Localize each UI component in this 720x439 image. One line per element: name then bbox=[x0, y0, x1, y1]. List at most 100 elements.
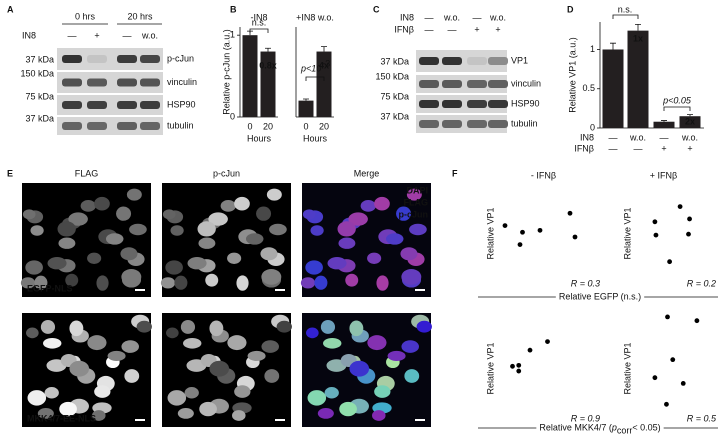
error-bar bbox=[265, 47, 271, 52]
nucleus bbox=[105, 233, 124, 245]
nucleus bbox=[69, 320, 84, 337]
protein-label: vinculin bbox=[511, 78, 541, 88]
nucleus bbox=[406, 188, 422, 201]
lane-label: — bbox=[123, 30, 132, 40]
nucleus bbox=[87, 335, 107, 351]
bracket bbox=[612, 14, 639, 19]
x-tick-label: — bbox=[609, 132, 618, 142]
blot-band bbox=[62, 122, 82, 130]
label-bg bbox=[536, 422, 664, 434]
blot-band bbox=[442, 80, 462, 88]
nucleus bbox=[121, 340, 139, 353]
blot-band bbox=[467, 100, 487, 108]
nucleus bbox=[126, 188, 142, 201]
point bbox=[510, 363, 515, 369]
nucleus bbox=[205, 273, 219, 287]
micrograph bbox=[22, 313, 152, 427]
blot-band bbox=[62, 55, 82, 63]
nucleus bbox=[320, 320, 336, 334]
blot-band bbox=[117, 101, 137, 109]
blot-strip bbox=[57, 72, 163, 93]
point bbox=[687, 216, 692, 222]
mw-label: 75 kDa bbox=[380, 91, 409, 101]
nucleus bbox=[94, 385, 111, 398]
micrograph bbox=[162, 313, 292, 427]
protein-label: HSP90 bbox=[167, 99, 196, 109]
blot-band bbox=[87, 122, 107, 130]
mw-label: 37 kDa bbox=[380, 56, 409, 66]
x-tick-label: w.o. bbox=[681, 132, 698, 142]
annotation: n.s. bbox=[618, 4, 633, 14]
error-bar bbox=[610, 42, 616, 50]
nucleus bbox=[69, 360, 90, 377]
nucleus bbox=[107, 350, 126, 362]
annotation-sup: -3 bbox=[322, 58, 330, 68]
point bbox=[517, 242, 523, 248]
nucleus bbox=[317, 408, 334, 419]
point bbox=[653, 232, 659, 238]
blot-band bbox=[140, 78, 160, 87]
bracket bbox=[249, 28, 269, 33]
nucleus bbox=[256, 206, 272, 221]
panel-label: C bbox=[373, 4, 380, 14]
nucleus bbox=[220, 200, 236, 212]
x-axis-label-part: p bbox=[611, 422, 617, 432]
nucleus bbox=[409, 223, 427, 236]
bar bbox=[260, 51, 276, 117]
point bbox=[520, 229, 525, 235]
lane-label: — bbox=[425, 12, 434, 22]
y-axis-label: Relative VP1 bbox=[485, 207, 495, 259]
y-tick-label: 0 bbox=[590, 122, 595, 132]
nucleus bbox=[261, 340, 279, 353]
nucleus bbox=[349, 320, 364, 337]
nucleus bbox=[404, 369, 420, 383]
y-axis-label: Relative VP1 bbox=[485, 342, 495, 394]
nucleus bbox=[367, 335, 387, 351]
annotation: R = 0.5 bbox=[687, 413, 717, 423]
chart-title: +IN8 w.o. bbox=[296, 12, 334, 22]
nucleus bbox=[65, 273, 79, 287]
blot-band bbox=[62, 78, 82, 87]
nucleus bbox=[302, 209, 316, 220]
blot-band bbox=[488, 100, 508, 108]
nucleus bbox=[232, 410, 246, 421]
time-label: 20 hrs bbox=[127, 11, 153, 21]
blot-band bbox=[419, 80, 439, 88]
point bbox=[664, 401, 669, 407]
annotation: R = 0.9 bbox=[571, 413, 600, 423]
y-tick-label: 1 bbox=[590, 44, 595, 54]
error-bar bbox=[303, 98, 309, 101]
bar bbox=[316, 51, 332, 117]
y-tick-label: 0 bbox=[230, 111, 235, 121]
nucleus bbox=[400, 247, 418, 261]
lane-label: + bbox=[94, 30, 99, 40]
nucleus bbox=[121, 268, 142, 285]
annotation: 0.8x bbox=[259, 60, 277, 70]
x-axis-label-part: Relative EGFP (n.s.) bbox=[559, 291, 641, 301]
x-axis-label-part: < 0.05) bbox=[632, 422, 660, 432]
column-label: Merge bbox=[354, 168, 380, 178]
column-label: p-cJun bbox=[213, 168, 240, 178]
blot-band bbox=[442, 100, 462, 108]
protein-label: p-cJun bbox=[167, 53, 194, 63]
nucleus bbox=[227, 335, 247, 351]
point bbox=[567, 210, 573, 216]
annotation: p<10 bbox=[300, 63, 321, 73]
mw-label: 150 kDa bbox=[20, 68, 54, 78]
point bbox=[670, 357, 676, 363]
blot-band bbox=[87, 55, 107, 63]
nucleus bbox=[348, 212, 368, 226]
row-label: EGFP-NLS bbox=[27, 283, 73, 293]
nucleus bbox=[300, 277, 316, 289]
point bbox=[652, 375, 658, 381]
nucleus bbox=[166, 327, 179, 339]
time-label: 0 hrs bbox=[75, 11, 96, 21]
x-tick-label: 20 bbox=[319, 121, 329, 131]
nucleus bbox=[40, 320, 56, 334]
nucleus bbox=[416, 320, 432, 333]
annotation: 4x bbox=[319, 60, 329, 70]
column-label: FLAG bbox=[75, 168, 99, 178]
legend-entry: FLAG bbox=[404, 197, 429, 207]
nucleus bbox=[247, 350, 266, 362]
nucleus bbox=[367, 252, 382, 264]
